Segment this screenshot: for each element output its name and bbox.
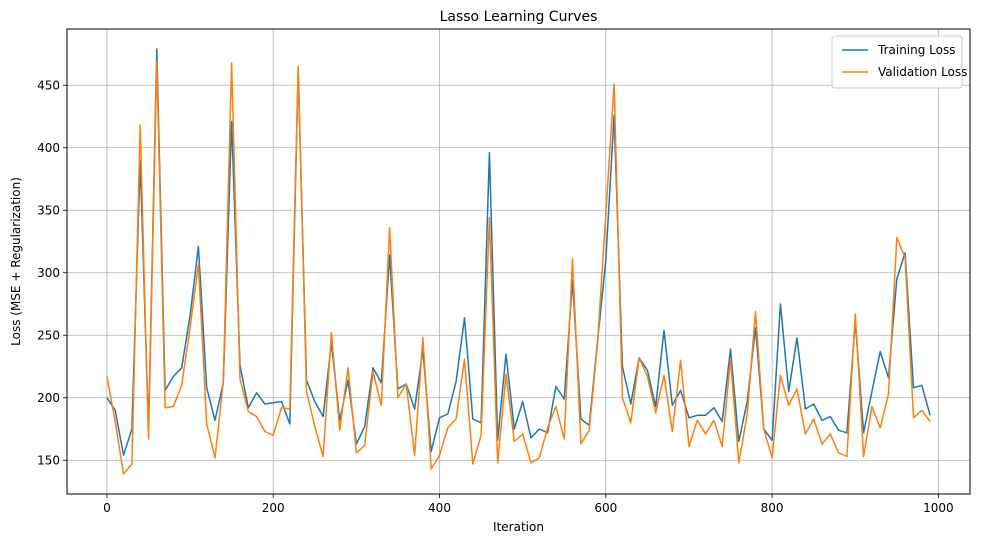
series-line-training-loss: [106, 48, 931, 457]
x-tick-label: 400: [428, 501, 451, 515]
x-tick-label: 800: [761, 501, 784, 515]
legend-label: Training Loss: [877, 43, 955, 57]
grid: [67, 29, 970, 494]
y-tick-label: 250: [37, 328, 60, 342]
x-tick-label: 0: [103, 501, 111, 515]
y-tick-label: 450: [37, 78, 60, 92]
x-tick-label: 200: [262, 501, 285, 515]
legend-label: Validation Loss: [878, 65, 967, 79]
y-axis-label: Loss (MSE + Regularization): [9, 177, 23, 346]
series-line-validation-loss: [106, 60, 931, 475]
x-tick-label: 1000: [923, 501, 954, 515]
legend-box: [831, 35, 963, 89]
ticks: 0 200 400 600 800 1000 150 200 250 300 350 400 450: [37, 78, 954, 515]
plot-frame: [66, 28, 971, 495]
chart-title: Lasso Learning Curves: [440, 9, 598, 25]
series-layer: [106, 48, 931, 475]
x-tick-label: 600: [594, 501, 617, 515]
y-tick-label: 300: [37, 266, 60, 280]
legend: Training Loss Validation Loss: [831, 35, 967, 89]
y-tick-label: 150: [37, 453, 60, 467]
y-tick-label: 200: [37, 391, 60, 405]
x-axis-label: Iteration: [493, 520, 544, 534]
y-tick-label: 400: [37, 141, 60, 155]
y-tick-label: 350: [37, 203, 60, 217]
